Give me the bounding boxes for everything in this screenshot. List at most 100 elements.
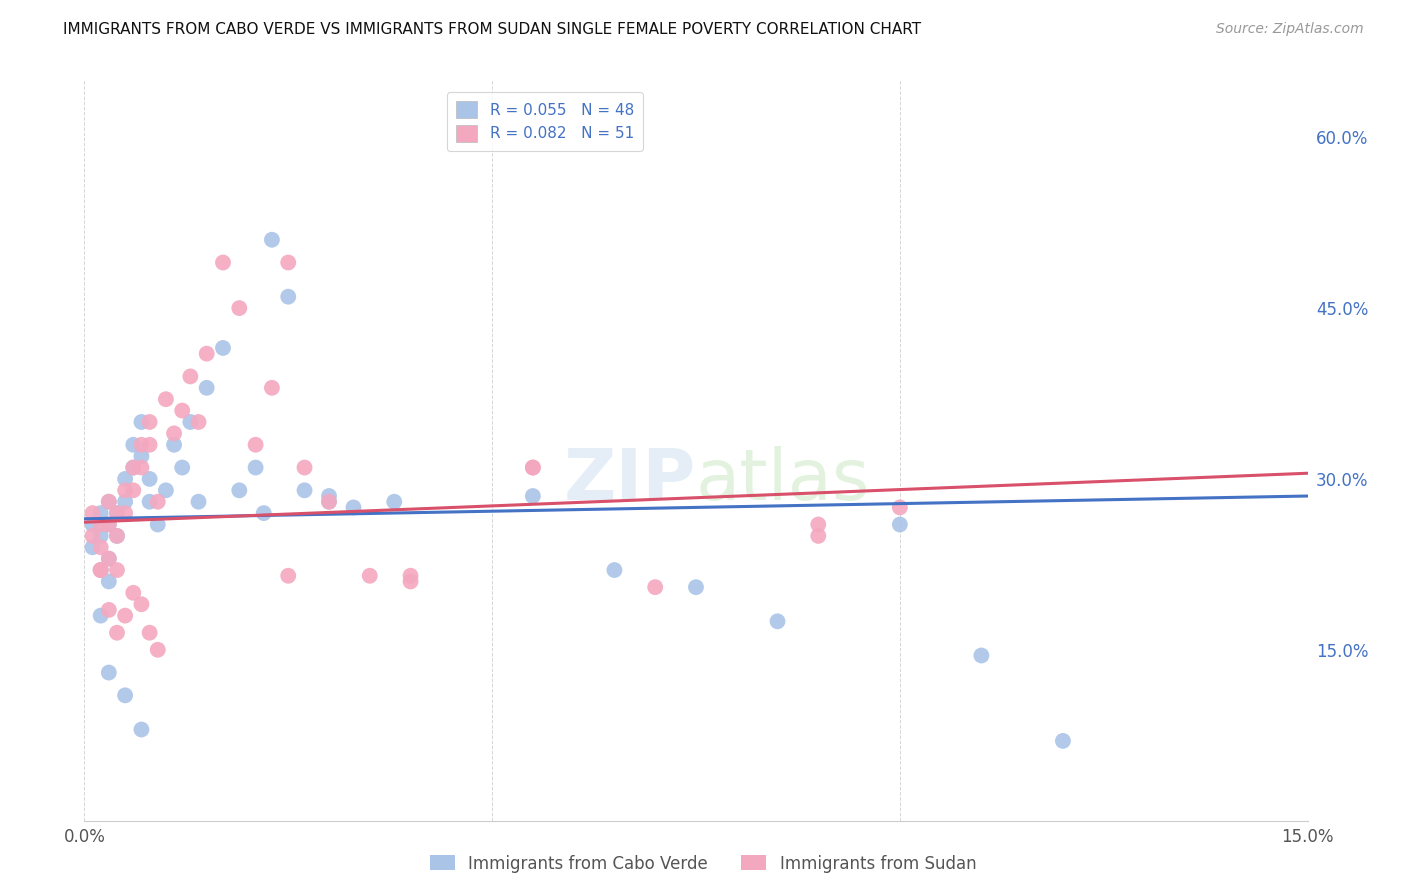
Point bbox=[277, 568, 299, 582]
Point bbox=[138, 438, 160, 452]
Point bbox=[97, 494, 120, 508]
Point bbox=[90, 563, 112, 577]
Point bbox=[122, 483, 145, 498]
Point bbox=[179, 369, 201, 384]
Point bbox=[131, 449, 153, 463]
Point bbox=[172, 460, 194, 475]
Point bbox=[90, 608, 112, 623]
Point bbox=[122, 460, 145, 475]
Point bbox=[146, 642, 169, 657]
Point bbox=[90, 541, 112, 555]
Point bbox=[245, 438, 267, 452]
Point bbox=[138, 472, 160, 486]
Point bbox=[522, 489, 544, 503]
Text: ZIP: ZIP bbox=[564, 446, 696, 515]
Point bbox=[260, 233, 283, 247]
Point bbox=[90, 506, 112, 520]
Point bbox=[889, 500, 911, 515]
Point bbox=[131, 723, 153, 737]
Point bbox=[105, 563, 128, 577]
Point bbox=[114, 506, 136, 520]
Point bbox=[399, 574, 422, 589]
Point bbox=[245, 460, 267, 475]
Point bbox=[195, 346, 218, 360]
Point bbox=[522, 460, 544, 475]
Point bbox=[138, 625, 160, 640]
Point bbox=[155, 483, 177, 498]
Point bbox=[105, 529, 128, 543]
Point bbox=[172, 403, 194, 417]
Point bbox=[122, 438, 145, 452]
Point bbox=[195, 381, 218, 395]
Point bbox=[766, 615, 789, 629]
Point bbox=[382, 494, 405, 508]
Point bbox=[138, 415, 160, 429]
Point bbox=[685, 580, 707, 594]
Point bbox=[90, 563, 112, 577]
Point bbox=[105, 529, 128, 543]
Point bbox=[97, 551, 120, 566]
Point bbox=[253, 506, 276, 520]
Point bbox=[228, 483, 250, 498]
Point bbox=[114, 483, 136, 498]
Point bbox=[97, 665, 120, 680]
Point bbox=[146, 517, 169, 532]
Point bbox=[1052, 734, 1074, 748]
Point bbox=[318, 494, 340, 508]
Point bbox=[342, 500, 364, 515]
Point bbox=[114, 689, 136, 703]
Point bbox=[146, 494, 169, 508]
Text: IMMIGRANTS FROM CABO VERDE VS IMMIGRANTS FROM SUDAN SINGLE FEMALE POVERTY CORREL: IMMIGRANTS FROM CABO VERDE VS IMMIGRANTS… bbox=[63, 22, 921, 37]
Point bbox=[122, 460, 145, 475]
Point bbox=[122, 586, 145, 600]
Point bbox=[155, 392, 177, 407]
Point bbox=[90, 563, 112, 577]
Point bbox=[318, 494, 340, 508]
Point bbox=[90, 529, 112, 543]
Point bbox=[318, 489, 340, 503]
Point bbox=[603, 563, 626, 577]
Point bbox=[187, 494, 209, 508]
Point bbox=[212, 341, 235, 355]
Point bbox=[82, 529, 104, 543]
Point bbox=[522, 460, 544, 475]
Point bbox=[138, 494, 160, 508]
Point bbox=[260, 381, 283, 395]
Point bbox=[97, 603, 120, 617]
Legend: R = 0.055   N = 48, R = 0.082   N = 51: R = 0.055 N = 48, R = 0.082 N = 51 bbox=[447, 92, 643, 152]
Point bbox=[277, 290, 299, 304]
Point bbox=[163, 438, 186, 452]
Point bbox=[228, 301, 250, 315]
Point bbox=[105, 506, 128, 520]
Point bbox=[187, 415, 209, 429]
Point bbox=[970, 648, 993, 663]
Legend: Immigrants from Cabo Verde, Immigrants from Sudan: Immigrants from Cabo Verde, Immigrants f… bbox=[423, 848, 983, 880]
Point bbox=[644, 580, 666, 594]
Point bbox=[807, 517, 830, 532]
Point bbox=[97, 517, 120, 532]
Point bbox=[97, 574, 120, 589]
Point bbox=[114, 608, 136, 623]
Point bbox=[82, 541, 104, 555]
Point bbox=[131, 438, 153, 452]
Point bbox=[90, 517, 112, 532]
Point bbox=[97, 517, 120, 532]
Point bbox=[359, 568, 381, 582]
Point bbox=[294, 460, 316, 475]
Point bbox=[131, 415, 153, 429]
Point bbox=[131, 460, 153, 475]
Point bbox=[399, 568, 422, 582]
Point bbox=[82, 506, 104, 520]
Point bbox=[163, 426, 186, 441]
Point bbox=[105, 506, 128, 520]
Point bbox=[807, 529, 830, 543]
Point bbox=[105, 625, 128, 640]
Point bbox=[889, 517, 911, 532]
Point bbox=[97, 494, 120, 508]
Point bbox=[82, 517, 104, 532]
Point bbox=[294, 483, 316, 498]
Point bbox=[114, 494, 136, 508]
Point bbox=[131, 597, 153, 611]
Text: Source: ZipAtlas.com: Source: ZipAtlas.com bbox=[1216, 22, 1364, 37]
Point bbox=[97, 551, 120, 566]
